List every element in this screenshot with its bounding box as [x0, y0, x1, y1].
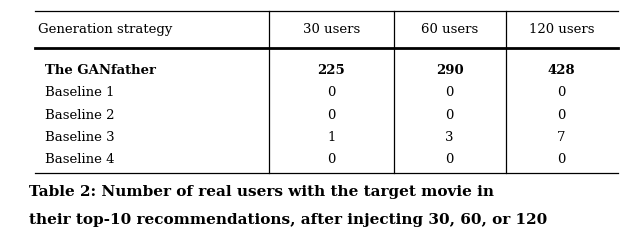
Text: 0: 0	[327, 86, 335, 99]
Text: 225: 225	[317, 64, 345, 77]
Text: 0: 0	[557, 86, 566, 99]
Text: Baseline 2: Baseline 2	[45, 109, 115, 122]
Text: their top-10 recommendations, after injecting 30, 60, or 120: their top-10 recommendations, after inje…	[29, 213, 547, 227]
Text: 0: 0	[557, 109, 566, 122]
Text: 0: 0	[327, 153, 335, 166]
Text: 290: 290	[436, 64, 463, 77]
Text: 0: 0	[327, 109, 335, 122]
Text: 0: 0	[445, 153, 454, 166]
Text: 120 users: 120 users	[529, 23, 595, 36]
Text: Generation strategy: Generation strategy	[38, 23, 173, 36]
Text: 60 users: 60 users	[421, 23, 478, 36]
Text: Baseline 3: Baseline 3	[45, 131, 115, 144]
Text: 3: 3	[445, 131, 454, 144]
Text: 0: 0	[445, 86, 454, 99]
Text: 0: 0	[557, 153, 566, 166]
Text: 0: 0	[445, 109, 454, 122]
Text: Baseline 1: Baseline 1	[45, 86, 115, 99]
Text: The GANfather: The GANfather	[45, 64, 156, 77]
Text: 1: 1	[327, 131, 335, 144]
Text: Table 2: Number of real users with the target movie in: Table 2: Number of real users with the t…	[29, 184, 494, 199]
Text: Baseline 4: Baseline 4	[45, 153, 115, 166]
Text: 7: 7	[557, 131, 566, 144]
Text: 30 users: 30 users	[303, 23, 360, 36]
Text: 428: 428	[548, 64, 575, 77]
